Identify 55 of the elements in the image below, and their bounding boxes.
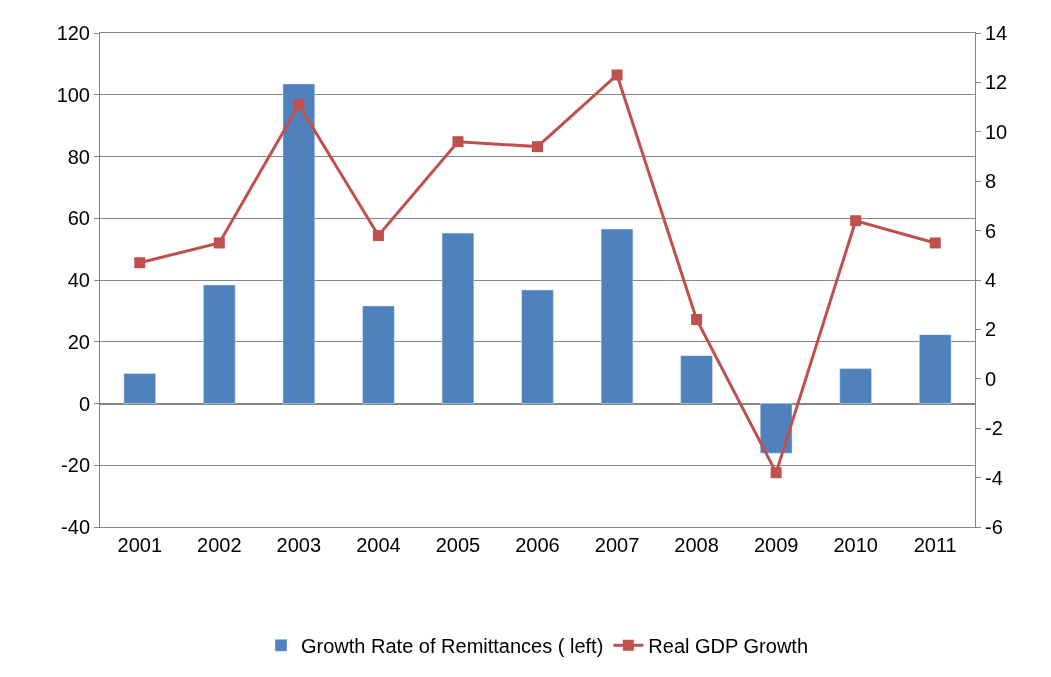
bar: [839, 368, 872, 404]
point: [213, 237, 225, 249]
x-tick-label: 2006: [515, 534, 560, 556]
y-tick-label: 20: [67, 330, 90, 353]
x-tick-label: 2011: [913, 534, 957, 556]
y2-tick-label: 2: [985, 318, 997, 341]
bar: [680, 355, 713, 404]
y-tick-label: 120: [56, 22, 90, 44]
point: [850, 215, 862, 227]
y-tick-label: 0: [78, 392, 90, 415]
y-tick-label: 40: [67, 269, 90, 291]
y-tick-label: 80: [67, 145, 90, 168]
point: [372, 230, 384, 242]
point: [293, 99, 305, 111]
bar: [282, 83, 316, 404]
y2-tick-label: 4: [985, 269, 997, 291]
x-tick-label: 2002: [197, 534, 242, 556]
y2-tick-label: -6: [985, 516, 1003, 538]
y2-tick-label: -4: [985, 466, 1003, 489]
y2-tick-label: 10: [985, 120, 1008, 143]
x-tick-label: 2008: [674, 534, 719, 556]
x-tick-label: 2007: [594, 534, 640, 556]
y-tick-label: 100: [56, 83, 90, 106]
x-tick-label: 2001: [117, 534, 163, 556]
bar: [919, 334, 952, 404]
bar: [600, 228, 634, 404]
y2-tick-label: 6: [985, 219, 997, 242]
point: [929, 237, 941, 249]
y2-tick-label: -2: [985, 417, 1003, 440]
bar: [203, 284, 236, 404]
point: [691, 314, 703, 326]
bar: [521, 289, 554, 404]
y2-tick-label: 0: [985, 367, 997, 390]
legend-label: Real GDP Growth: [648, 635, 809, 658]
y2-tick-label: 8: [985, 170, 997, 193]
point: [452, 136, 464, 148]
legend-label: Growth Rate of Remittances ( left): [301, 635, 604, 658]
x-tick-label: 2010: [833, 534, 878, 556]
x-tick-label: 2004: [356, 534, 401, 556]
point: [611, 69, 623, 81]
y-tick-label: -40: [61, 516, 90, 538]
point: [770, 467, 782, 479]
y2-tick-label: 12: [985, 71, 1008, 94]
x-tick-label: 2005: [435, 534, 481, 556]
x-tick-label: 2009: [753, 534, 799, 556]
bar: [123, 373, 156, 404]
y2-tick-label: 14: [985, 22, 1008, 44]
y-tick-label: -20: [61, 454, 90, 477]
bar: [441, 232, 475, 404]
x-tick-label: 2003: [276, 534, 322, 556]
bar: [759, 403, 793, 454]
point: [134, 257, 146, 269]
bar: [362, 305, 395, 404]
point: [532, 141, 543, 153]
y-tick-label: 60: [67, 207, 90, 230]
